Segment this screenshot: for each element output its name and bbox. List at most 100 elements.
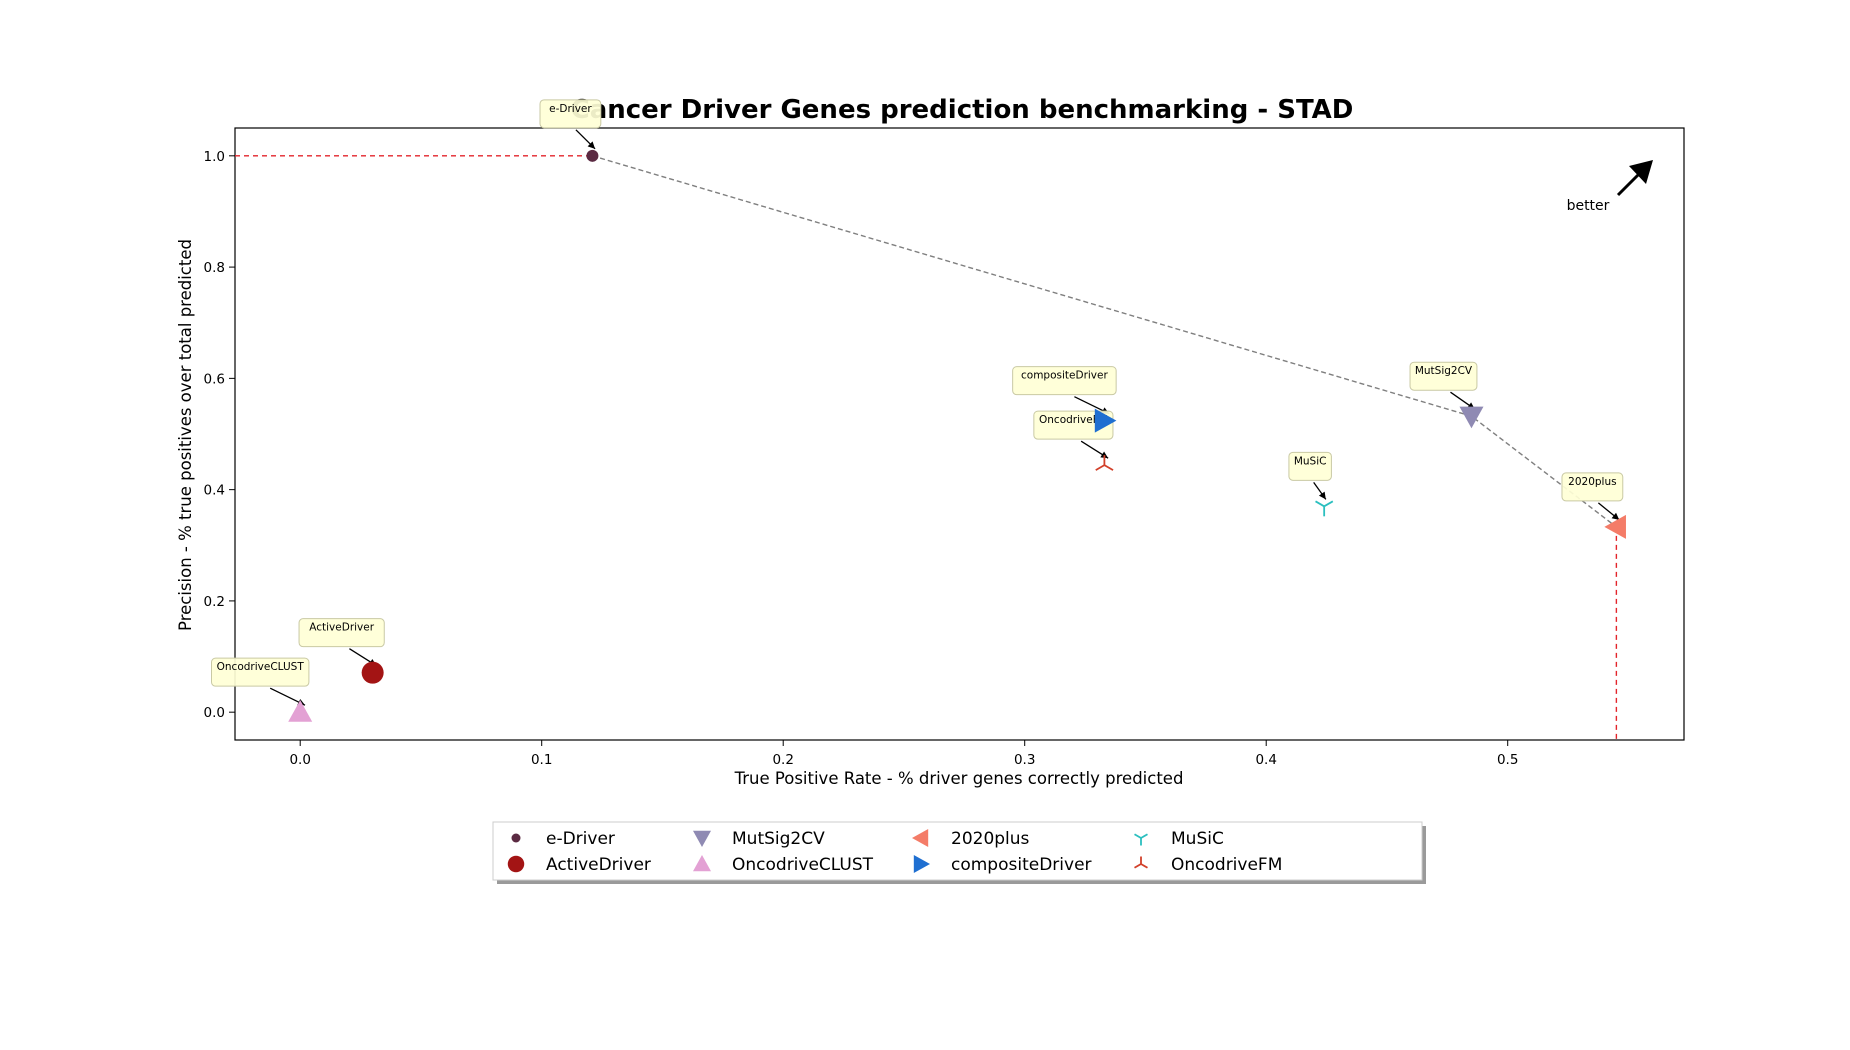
callout-label: ActiveDriver [309, 622, 374, 634]
chart-title: Cancer Driver Genes prediction benchmark… [571, 95, 1354, 125]
callout-box [539, 99, 602, 129]
callout-label: e-Driver [549, 103, 592, 115]
legend-item-music: MuSiC [1134, 829, 1224, 849]
y-tick-label: 0.4 [204, 483, 225, 499]
callout-label: 2020plus [1568, 476, 1616, 488]
x-tick-label: 0.0 [289, 752, 310, 768]
legend-marker-oncodrivefm-stroke [1134, 863, 1142, 869]
callout-label: MuSiC [1294, 455, 1327, 467]
point-music [1315, 500, 1334, 517]
legend-label: e-Driver [546, 829, 615, 849]
legend-marker-2020plus-shape [912, 829, 929, 847]
point-oncodrivefm-stroke [1103, 464, 1114, 471]
y-tick-label: 0.6 [204, 371, 225, 387]
legend-marker-music-stroke [1140, 833, 1148, 839]
legend-item-e-driver: e-Driver [511, 829, 615, 849]
legend-marker-2020plus [912, 829, 929, 847]
y-axis-label: Precision - % true positives over total … [176, 239, 195, 631]
x-tick-label: 0.5 [1497, 752, 1518, 768]
callout-box [1012, 366, 1117, 396]
legend-label: ActiveDriver [546, 855, 651, 875]
point-activedriver-shape [361, 661, 384, 684]
better-arrow-icon [1629, 160, 1653, 184]
callout-oncodrivefm: OncodriveFM [1033, 410, 1114, 459]
legend-item-oncodriveclust: OncodriveCLUST [693, 855, 874, 875]
callout-music: MuSiC [1288, 451, 1332, 500]
point-e-driver-shape [586, 149, 599, 162]
point-oncodrivefm [1095, 455, 1114, 471]
point-callouts: e-Driver ActiveDriver MutSig2CV OncodriveCL… [211, 99, 1624, 706]
point-2020plus [1604, 514, 1626, 539]
legend-marker-oncodrivefm [1134, 856, 1148, 869]
y-tick-label: 0.0 [204, 705, 225, 721]
legend: e-Driver ActiveDriver MutSig2CV OncodriveCL… [492, 821, 1426, 884]
callout-2020plus: 2020plus [1561, 472, 1624, 521]
callout-oncodriveclust: OncodriveCLUST [211, 657, 310, 706]
callout-arrowhead-icon [1318, 491, 1326, 500]
legend-item-oncodrivefm: OncodriveFM [1134, 855, 1282, 875]
callout-box [298, 618, 385, 648]
legend-marker-music-stroke [1134, 833, 1142, 839]
legend-marker-activedriver [507, 855, 525, 873]
x-tick-label: 0.2 [772, 752, 793, 768]
legend-marker-e-driver-shape [511, 833, 521, 843]
callout-box [1288, 451, 1332, 481]
y-tick-label: 1.0 [204, 149, 225, 165]
legend-marker-compositedriver [913, 855, 930, 873]
callout-mutsig2cv: MutSig2CV [1409, 361, 1478, 410]
point-compositedriver-shape [1094, 408, 1117, 433]
legend-item-activedriver: ActiveDriver [507, 855, 651, 875]
callout-arrowhead-icon [587, 141, 596, 149]
pareto-front-line [592, 155, 1617, 528]
legend-marker-oncodriveclust-shape [693, 855, 711, 872]
callout-box [1033, 410, 1114, 440]
legend-marker-music [1134, 833, 1148, 846]
legend-box [492, 821, 1423, 881]
legend-marker-activedriver-shape [507, 855, 525, 873]
legend-label: MutSig2CV [732, 829, 825, 849]
x-axis-label: True Positive Rate - % driver genes corr… [734, 769, 1184, 788]
callout-label: OncodriveCLUST [217, 661, 305, 673]
callout-arrowhead-icon [1100, 451, 1109, 459]
x-tick-label: 0.3 [1014, 752, 1035, 768]
legend-entries: e-Driver ActiveDriver MutSig2CV OncodriveCL… [507, 829, 1282, 875]
point-mutsig2cv-shape [1459, 406, 1484, 429]
point-oncodrivefm-stroke [1095, 464, 1105, 471]
legend-item-2020plus: 2020plus [912, 829, 1030, 849]
legend-item-mutsig2cv: MutSig2CV [693, 829, 825, 849]
legend-marker-oncodriveclust [693, 855, 711, 872]
plot-area [234, 127, 1685, 741]
legend-label: OncodriveCLUST [732, 855, 874, 875]
point-e-driver [586, 149, 599, 162]
better-label: better [1567, 198, 1610, 214]
point-music-stroke [1323, 500, 1334, 508]
point-oncodriveclust-shape [288, 700, 313, 722]
better-indicator: better [1567, 160, 1653, 214]
legend-item-compositedriver: compositeDriver [913, 855, 1092, 875]
callout-arrowhead-icon [1611, 512, 1620, 520]
callout-label: OncodriveFM [1039, 414, 1108, 426]
legend-label: compositeDriver [951, 855, 1092, 875]
legend-marker-oncodrivefm-stroke [1140, 863, 1148, 869]
callout-box [211, 657, 310, 687]
x-tick-label: 0.4 [1255, 752, 1276, 768]
callout-e-driver: e-Driver [539, 99, 602, 150]
pareto-front [592, 155, 1617, 528]
point-2020plus-shape [1604, 514, 1626, 539]
point-compositedriver [1094, 408, 1117, 433]
callout-box [1409, 361, 1478, 391]
y-tick-label: 0.8 [204, 260, 225, 276]
better-arrow-shaft [1616, 170, 1643, 197]
callout-activedriver: ActiveDriver [298, 618, 385, 667]
axis-ticks: 0.0 0.1 0.2 0.3 0.4 0.5 0.0 0.2 0.4 0.6 0.8 1.0 [204, 149, 1519, 768]
legend-marker-mutsig2cv [693, 830, 711, 847]
guide-lines [235, 155, 1618, 740]
callout-label: MutSig2CV [1415, 365, 1473, 377]
legend-label: 2020plus [951, 829, 1030, 849]
legend-marker-mutsig2cv-shape [693, 830, 711, 847]
point-mutsig2cv [1459, 406, 1484, 429]
legend-marker-compositedriver-shape [913, 855, 930, 873]
legend-label: OncodriveFM [1171, 855, 1282, 875]
legend-label: MuSiC [1171, 829, 1224, 849]
